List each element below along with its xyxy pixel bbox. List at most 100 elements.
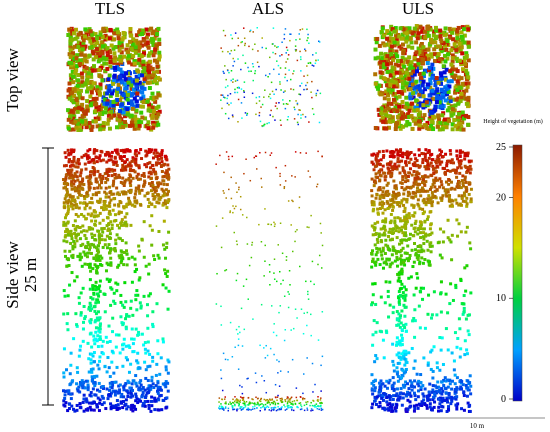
point <box>154 172 158 176</box>
point <box>78 237 82 241</box>
point <box>148 51 153 56</box>
point <box>78 258 82 262</box>
point <box>269 399 272 401</box>
point <box>256 403 258 406</box>
point <box>132 104 137 109</box>
point <box>279 399 282 402</box>
point <box>455 386 459 390</box>
point <box>111 79 116 84</box>
point <box>113 172 117 176</box>
point <box>94 96 99 101</box>
point <box>247 397 250 399</box>
point <box>95 156 99 160</box>
point <box>395 236 399 240</box>
point <box>234 346 236 348</box>
point <box>65 322 69 326</box>
point <box>73 189 77 193</box>
point <box>254 155 257 157</box>
point <box>266 402 269 404</box>
point <box>141 401 145 405</box>
point <box>150 181 154 185</box>
point <box>378 401 382 405</box>
point <box>74 97 79 102</box>
point <box>390 409 394 413</box>
point <box>127 370 131 374</box>
point <box>465 225 469 229</box>
point <box>404 349 408 353</box>
point <box>66 117 71 122</box>
point <box>160 150 164 154</box>
point <box>65 264 69 268</box>
point <box>80 212 84 216</box>
point <box>441 389 445 393</box>
point <box>100 402 104 406</box>
point <box>149 184 153 188</box>
point <box>399 148 403 152</box>
point <box>245 278 248 281</box>
point <box>117 263 121 267</box>
point <box>305 401 307 404</box>
point <box>433 179 437 183</box>
point <box>225 269 228 271</box>
point <box>268 264 271 266</box>
point <box>135 163 139 167</box>
point <box>109 198 113 202</box>
point <box>139 304 143 308</box>
point <box>379 227 383 231</box>
point <box>104 407 108 411</box>
point <box>132 96 137 101</box>
point <box>107 85 112 90</box>
point <box>79 344 83 348</box>
point <box>114 242 118 246</box>
point <box>464 101 469 106</box>
point <box>88 247 92 251</box>
point <box>412 260 416 264</box>
point <box>395 318 399 322</box>
point <box>407 237 411 241</box>
point <box>135 289 139 293</box>
point <box>394 343 398 347</box>
point <box>87 307 91 311</box>
point <box>100 256 104 260</box>
point <box>400 186 404 190</box>
point <box>440 400 444 404</box>
point <box>421 178 425 182</box>
point <box>138 301 142 305</box>
point <box>167 199 171 203</box>
point <box>72 87 77 92</box>
point <box>383 228 387 232</box>
point <box>64 213 68 217</box>
point <box>400 62 405 67</box>
point <box>391 152 395 156</box>
point <box>463 353 467 357</box>
point <box>119 43 124 48</box>
point <box>391 342 395 346</box>
point <box>113 168 117 172</box>
point <box>400 99 405 104</box>
point <box>430 316 434 320</box>
point <box>426 163 430 167</box>
point <box>68 54 73 59</box>
point <box>71 247 75 251</box>
point <box>444 379 448 383</box>
point <box>90 68 95 73</box>
point <box>414 191 418 195</box>
point <box>387 315 391 319</box>
point <box>146 387 150 391</box>
point <box>384 217 388 221</box>
point <box>119 315 123 319</box>
point <box>430 408 434 412</box>
point <box>451 105 456 110</box>
point <box>458 154 462 158</box>
point <box>245 401 248 403</box>
point <box>428 398 432 402</box>
point <box>101 27 106 32</box>
point <box>124 317 128 321</box>
point <box>103 365 107 369</box>
point <box>127 178 131 182</box>
point <box>156 408 160 412</box>
point <box>469 200 473 204</box>
point <box>84 204 88 208</box>
point <box>150 202 154 206</box>
point <box>153 99 158 104</box>
